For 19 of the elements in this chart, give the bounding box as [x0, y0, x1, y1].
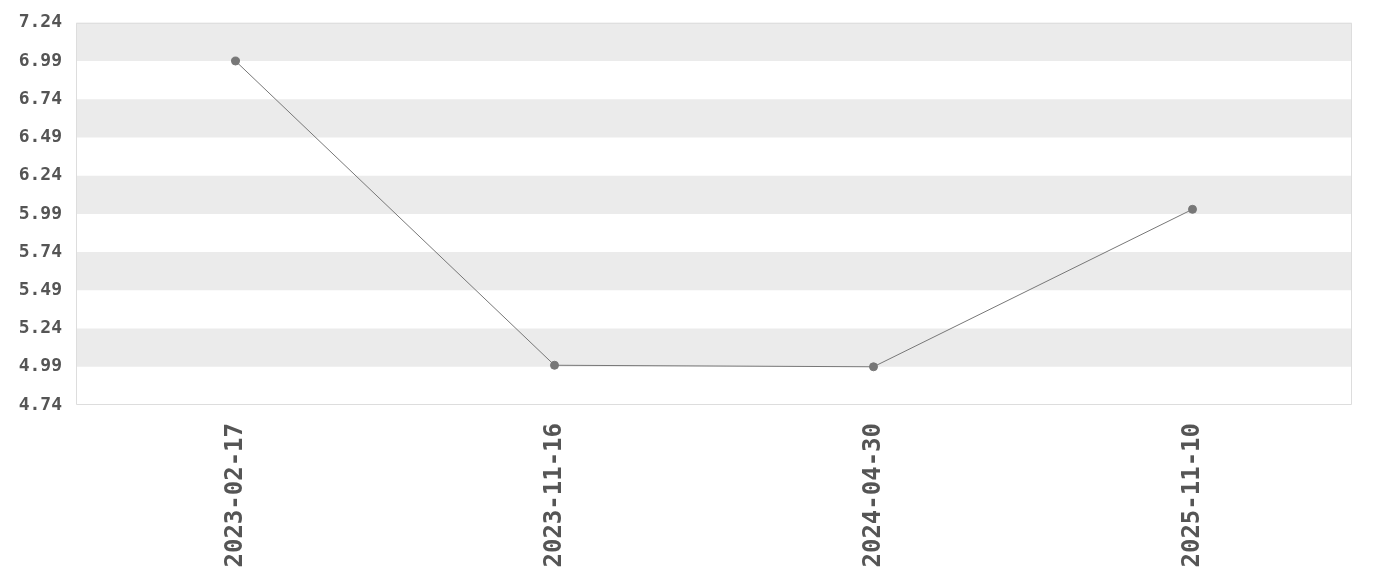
point [231, 56, 240, 66]
y-tick-label: 5.74 [18, 239, 63, 261]
y-tick-label: 5.49 [18, 278, 62, 300]
y-tick-label: 6.74 [18, 86, 63, 108]
point [869, 362, 878, 372]
x-tick-label: 2023-11-16 [538, 423, 567, 568]
y-tick-label: 6.24 [18, 163, 63, 185]
y-tick-label: 4.99 [18, 354, 62, 376]
y-tick-label: 5.99 [18, 201, 62, 223]
x-tick-label: 2023-02-17 [219, 423, 248, 568]
point [1188, 204, 1197, 214]
y-tick-label: 6.99 [18, 48, 62, 70]
y-tick-label: 5.24 [18, 316, 63, 338]
x-tick-label: 2025-11-10 [1176, 423, 1205, 568]
y-tick-label: 7.24 [18, 10, 63, 32]
y-tick-label: 6.49 [18, 125, 62, 147]
x-tick-label: 2024-04-30 [857, 423, 886, 568]
point [550, 360, 559, 370]
y-tick-label: 4.74 [18, 392, 63, 414]
